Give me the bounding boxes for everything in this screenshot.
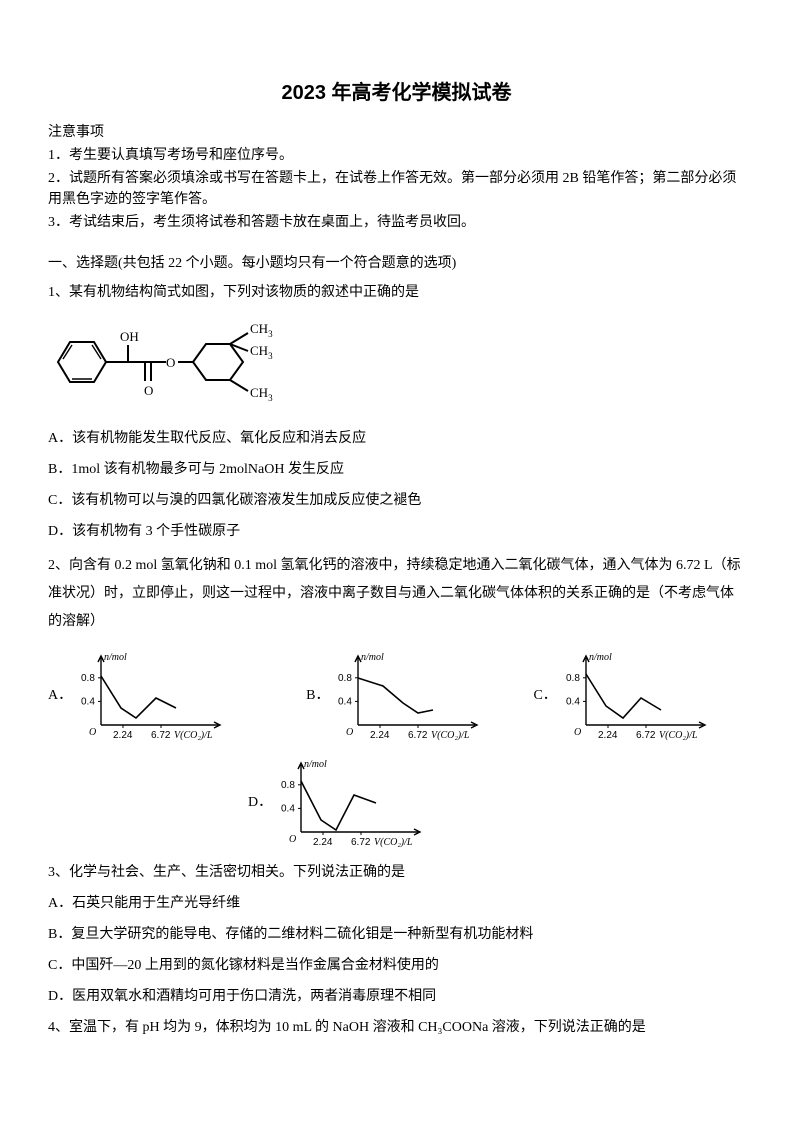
svg-text:CH3: CH3 [250, 385, 273, 403]
svg-text:2.24: 2.24 [370, 730, 390, 741]
oh-label: OH [120, 329, 139, 344]
ch3-2: CH [250, 343, 268, 358]
q3-optC: C．中国歼—20 上用到的氮化镓材料是当作金属合金材料使用的 [48, 955, 745, 976]
q1-molecule: OH O O CH3 CH3 CH3 [48, 317, 745, 414]
q4-stem: 4、室温下，有 pH 均为 9，体积均为 10 mL 的 NaOH 溶液和 CH… [48, 1017, 745, 1038]
svg-text:2.24: 2.24 [113, 730, 133, 741]
sub3-3: 3 [268, 393, 273, 403]
svg-text:n/mol: n/mol [361, 652, 384, 663]
q3-optB: B．复旦大学研究的能导电、存储的二维材料二硫化钼是一种新型有机功能材料 [48, 924, 745, 945]
q3-optA: A．石英只能用于生产光导纤维 [48, 893, 745, 914]
svg-text:V(CO₂)/L: V(CO₂)/L [431, 730, 470, 741]
q2-label-B: B． [306, 685, 329, 706]
svg-text:n/mol: n/mol [104, 652, 127, 663]
notice-line-2: 2．试题所有答案必须填涂或书写在答题卡上，在试卷上作答无效。第一部分必须用 2B… [48, 168, 745, 210]
q2-chart-A: A． 0.4 0.8 2.24 6.72 n/mol V(CO₂)/L O [48, 648, 226, 743]
q1-optA: A．该有机物能发生取代反应、氧化反应和消去反应 [48, 428, 745, 449]
mini-chart-C: 0.4 0.8 2.24 6.72 n/mol V(CO₂)/L O [561, 648, 711, 743]
question-1: 1、某有机物结构简式如图，下列对该物质的叙述中正确的是 OH O O [48, 282, 745, 542]
svg-text:O: O [289, 834, 296, 845]
svg-text:0.4: 0.4 [281, 803, 295, 814]
page-title: 2023 年高考化学模拟试卷 [48, 78, 745, 108]
svg-text:O: O [346, 727, 353, 738]
q1-optC: C．该有机物可以与溴的四氯化碳溶液发生加成反应使之褪色 [48, 490, 745, 511]
svg-text:V(CO₂)/L: V(CO₂)/L [374, 837, 413, 848]
svg-text:V(CO₂)/L: V(CO₂)/L [174, 730, 213, 741]
svg-text:6.72: 6.72 [408, 730, 428, 741]
svg-text:n/mol: n/mol [589, 652, 612, 663]
q1-optD: D．该有机物有 3 个手性碳原子 [48, 521, 745, 542]
q2-chart-row-1: A． 0.40.82.246.72n/molV(CO₂)/LO B． 0.40.… [48, 648, 745, 743]
svg-text:CH3: CH3 [250, 321, 273, 339]
o-double-label: O [144, 383, 153, 398]
svg-text:O: O [574, 727, 581, 738]
notice-header: 注意事项 [48, 122, 745, 143]
svg-text:0.8: 0.8 [338, 673, 352, 684]
sub3-2: 3 [268, 351, 273, 361]
svg-text:0.4: 0.4 [81, 696, 95, 707]
section1-header: 一、选择题(共包括 22 个小题。每小题均只有一个符合题意的选项) [48, 253, 745, 274]
svg-text:CH3: CH3 [250, 343, 273, 361]
mini-chart-D: 0.4 0.8 2.24 6.72 n/mol V(CO₂)/L O [276, 755, 426, 850]
notice-line-1: 1．考生要认真填写考场号和座位序号。 [48, 145, 745, 166]
svg-text:V(CO₂)/L: V(CO₂)/L [659, 730, 698, 741]
notice-line-3: 3．考试结束后，考生须将试卷和答题卡放在桌面上，待监考员收回。 [48, 212, 745, 233]
q2-chart-D: D． 0.4 0.8 2.24 6.72 n/mol V(CO₂)/L O [248, 755, 426, 850]
q3-stem: 3、化学与社会、生产、生活密切相关。下列说法正确的是 [48, 862, 745, 883]
mini-chart-A: 0.4 0.8 2.24 6.72 n/mol V(CO₂)/L O [76, 648, 226, 743]
svg-text:6.72: 6.72 [151, 730, 171, 741]
q2-label-C: C． [533, 685, 556, 706]
ch3-1: CH [250, 321, 268, 336]
sub3-1: 3 [268, 329, 273, 339]
svg-text:0.8: 0.8 [281, 780, 295, 791]
svg-text:0.8: 0.8 [566, 673, 580, 684]
question-2: 2、向含有 0.2 mol 氢氧化钠和 0.1 mol 氢氧化钙的溶液中，持续稳… [48, 552, 745, 850]
q1-optB: B．1mol 该有机物最多可与 2molNaOH 发生反应 [48, 459, 745, 480]
question-4: 4、室温下，有 pH 均为 9，体积均为 10 mL 的 NaOH 溶液和 CH… [48, 1017, 745, 1038]
svg-text:O: O [89, 727, 96, 738]
q1-stem: 1、某有机物结构简式如图，下列对该物质的叙述中正确的是 [48, 282, 745, 303]
ch3-3: CH [250, 385, 268, 400]
svg-text:0.4: 0.4 [338, 696, 352, 707]
q2-chart-B: B． 0.4 0.8 2.24 6.72 n/mol V(CO₂)/L O [306, 648, 483, 743]
svg-text:0.4: 0.4 [566, 696, 580, 707]
svg-text:2.24: 2.24 [313, 837, 333, 848]
o-ester-label: O [166, 355, 175, 370]
q2-stem: 2、向含有 0.2 mol 氢氧化钠和 0.1 mol 氢氧化钙的溶液中，持续稳… [48, 552, 745, 636]
q2-chart-row-2: D． 0.4 0.8 2.24 6.72 n/mol V(CO₂)/L O [248, 755, 745, 850]
q2-label-D: D． [248, 792, 272, 813]
svg-text:2.24: 2.24 [598, 730, 618, 741]
q2-chart-C: C． 0.4 0.8 2.24 6.72 n/mol V(CO₂)/L O [533, 648, 710, 743]
svg-text:n/mol: n/mol [304, 759, 327, 770]
svg-text:6.72: 6.72 [351, 837, 371, 848]
svg-text:0.8: 0.8 [81, 673, 95, 684]
mini-chart-B: 0.4 0.8 2.24 6.72 n/mol V(CO₂)/L O [333, 648, 483, 743]
question-3: 3、化学与社会、生产、生活密切相关。下列说法正确的是 A．石英只能用于生产光导纤… [48, 862, 745, 1007]
q2-label-A: A． [48, 685, 72, 706]
q3-optD: D．医用双氧水和酒精均可用于伤口清洗，两者消毒原理不相同 [48, 986, 745, 1007]
svg-text:6.72: 6.72 [636, 730, 656, 741]
